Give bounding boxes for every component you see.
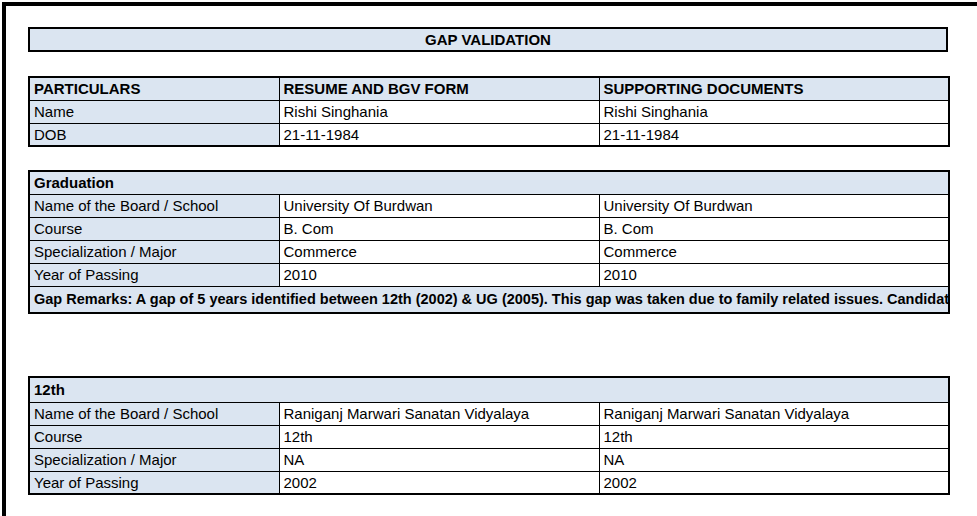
cell-label: Course [29,425,279,448]
cell-supporting-value: University Of Burdwan [599,194,949,217]
page-border-left [2,2,6,516]
candidate-info-table: PARTICULARS RESUME AND BGV FORM SUPPORTI… [28,76,950,147]
cell-label: Year of Passing [29,263,279,286]
document-page: GAP VALIDATION PARTICULARS RESUME AND BG… [0,0,977,516]
cell-resume-value: Rishi Singhania [279,100,599,123]
cell-supporting-value: 2002 [599,471,949,494]
section-header-row: 12th [29,377,949,402]
table-row-name: Name Rishi Singhania Rishi Singhania [29,100,949,123]
cell-resume-value: NA [279,448,599,471]
page-border-top [2,2,977,6]
cell-resume-value: 2002 [279,471,599,494]
cell-resume-value: Raniganj Marwari Sanatan Vidyalaya [279,402,599,425]
column-header-particulars: PARTICULARS [29,77,279,100]
cell-supporting-value: Raniganj Marwari Sanatan Vidyalaya [599,402,949,425]
section-title: Graduation [29,171,949,194]
section-header-row: Graduation [29,171,949,194]
cell-label: Year of Passing [29,471,279,494]
document-title: GAP VALIDATION [28,27,948,52]
cell-label: Specialization / Major [29,240,279,263]
cell-resume-value: B. Com [279,217,599,240]
cell-resume-value: 21-11-1984 [279,123,599,146]
table-header-row: PARTICULARS RESUME AND BGV FORM SUPPORTI… [29,77,949,100]
table-row-course: Course B. Com B. Com [29,217,949,240]
cell-label: Course [29,217,279,240]
table-row-year-of-passing: Year of Passing 2010 2010 [29,263,949,286]
cell-supporting-value: Rishi Singhania [599,100,949,123]
cell-supporting-value: 2010 [599,263,949,286]
cell-supporting-value: B. Com [599,217,949,240]
gap-remarks-row: Gap Remarks: A gap of 5 years identified… [29,286,949,313]
cell-resume-value: 2010 [279,263,599,286]
cell-supporting-value: 21-11-1984 [599,123,949,146]
gap-remarks-text: Gap Remarks: A gap of 5 years identified… [29,286,949,313]
column-header-resume-bgv: RESUME AND BGV FORM [279,77,599,100]
cell-resume-value: Commerce [279,240,599,263]
table-row-specialization: Specialization / Major Commerce Commerce [29,240,949,263]
column-header-supporting-docs: SUPPORTING DOCUMENTS [599,77,949,100]
table-row-specialization: Specialization / Major NA NA [29,448,949,471]
cell-label: DOB [29,123,279,146]
cell-supporting-value: NA [599,448,949,471]
table-row-year-of-passing: Year of Passing 2002 2002 [29,471,949,494]
cell-supporting-value: Commerce [599,240,949,263]
cell-resume-value: 12th [279,425,599,448]
section-table-12th: 12th Name of the Board / School Raniganj… [28,376,950,495]
section-title: 12th [29,377,949,402]
cell-label: Name of the Board / School [29,194,279,217]
cell-label: Name [29,100,279,123]
table-row-course: Course 12th 12th [29,425,949,448]
cell-label: Name of the Board / School [29,402,279,425]
cell-label: Specialization / Major [29,448,279,471]
cell-resume-value: University Of Burdwan [279,194,599,217]
cell-supporting-value: 12th [599,425,949,448]
section-table-graduation: Graduation Name of the Board / School Un… [28,170,950,314]
table-row-board-school: Name of the Board / School University Of… [29,194,949,217]
table-row-board-school: Name of the Board / School Raniganj Marw… [29,402,949,425]
table-row-dob: DOB 21-11-1984 21-11-1984 [29,123,949,146]
